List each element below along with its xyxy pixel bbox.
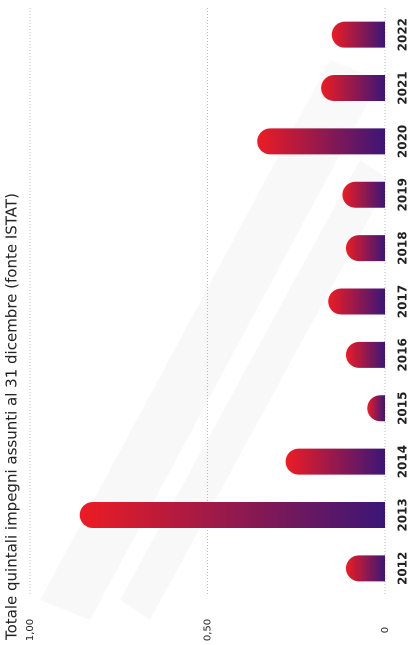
x-tick-label: 2014 [396, 445, 410, 478]
bar [321, 75, 385, 102]
bar [367, 395, 385, 422]
bar [345, 555, 385, 582]
x-tick-label: 2013 [396, 498, 410, 531]
bar [331, 21, 385, 48]
x-tick-label: 2016 [396, 338, 410, 371]
y-tick-label: 0 [380, 627, 391, 633]
x-tick-label: 2012 [396, 552, 410, 585]
bar [342, 181, 385, 208]
x-tick-label: 2017 [396, 285, 410, 318]
bar [345, 235, 385, 262]
bar [79, 501, 385, 528]
x-tick-label: 2019 [396, 178, 410, 211]
bar [257, 128, 385, 155]
chart-title: Totale quintali impegni assunti al 31 di… [3, 193, 21, 641]
x-tick-label: 2015 [396, 392, 410, 425]
x-tick-label: 2021 [396, 71, 410, 104]
x-tick-label: 2022 [396, 18, 410, 51]
x-tick-label: 2018 [396, 231, 410, 264]
x-tick-label: 2020 [396, 125, 410, 158]
y-tick-label: 1,00 [25, 619, 36, 641]
bar [285, 448, 385, 475]
bar [345, 341, 385, 368]
bar [328, 288, 385, 315]
y-tick-label: 0,50 [203, 619, 214, 641]
